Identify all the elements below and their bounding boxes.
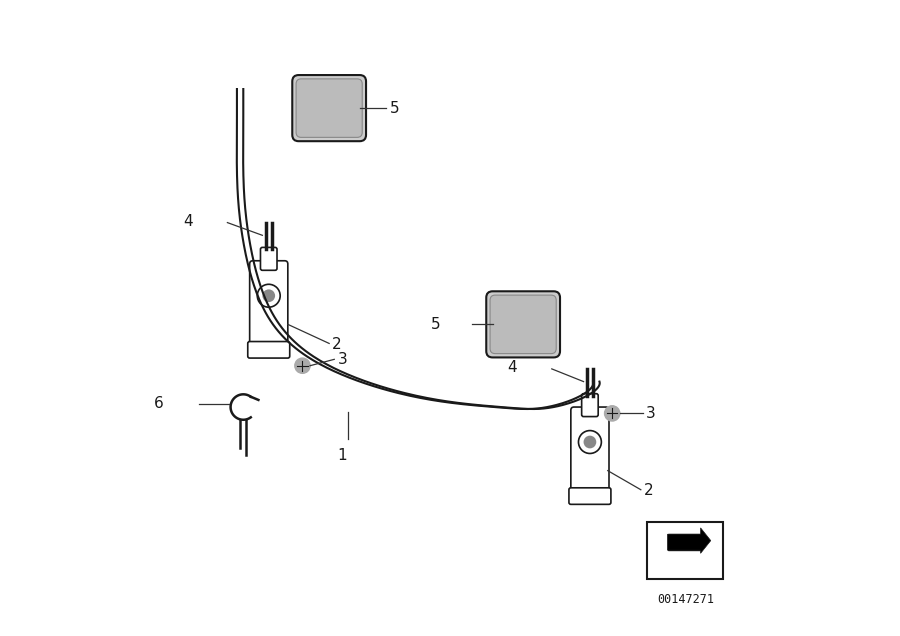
Text: 5: 5: [390, 100, 400, 116]
Text: 2: 2: [332, 337, 342, 352]
Text: 5: 5: [431, 317, 440, 332]
Polygon shape: [668, 528, 711, 553]
Text: 3: 3: [646, 406, 655, 421]
Circle shape: [263, 289, 275, 302]
FancyBboxPatch shape: [486, 291, 560, 357]
Text: 1: 1: [338, 448, 346, 464]
Text: 4: 4: [508, 360, 517, 375]
Circle shape: [605, 406, 620, 421]
FancyBboxPatch shape: [581, 394, 598, 417]
Bar: [668, 534, 700, 550]
FancyBboxPatch shape: [248, 342, 290, 358]
FancyBboxPatch shape: [249, 261, 288, 350]
FancyBboxPatch shape: [491, 295, 556, 354]
Circle shape: [295, 358, 310, 373]
FancyBboxPatch shape: [292, 75, 366, 141]
FancyBboxPatch shape: [571, 407, 609, 496]
Text: 6: 6: [154, 396, 164, 411]
Text: 00147271: 00147271: [657, 593, 714, 605]
Bar: [647, 522, 724, 579]
FancyBboxPatch shape: [260, 247, 277, 270]
Text: 3: 3: [338, 352, 347, 367]
Text: 4: 4: [183, 214, 193, 229]
Text: 2: 2: [644, 483, 653, 499]
Circle shape: [583, 436, 597, 448]
FancyBboxPatch shape: [296, 79, 362, 137]
FancyBboxPatch shape: [569, 488, 611, 504]
